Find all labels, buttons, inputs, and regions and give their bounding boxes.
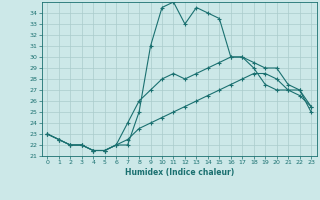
X-axis label: Humidex (Indice chaleur): Humidex (Indice chaleur)	[124, 168, 234, 177]
